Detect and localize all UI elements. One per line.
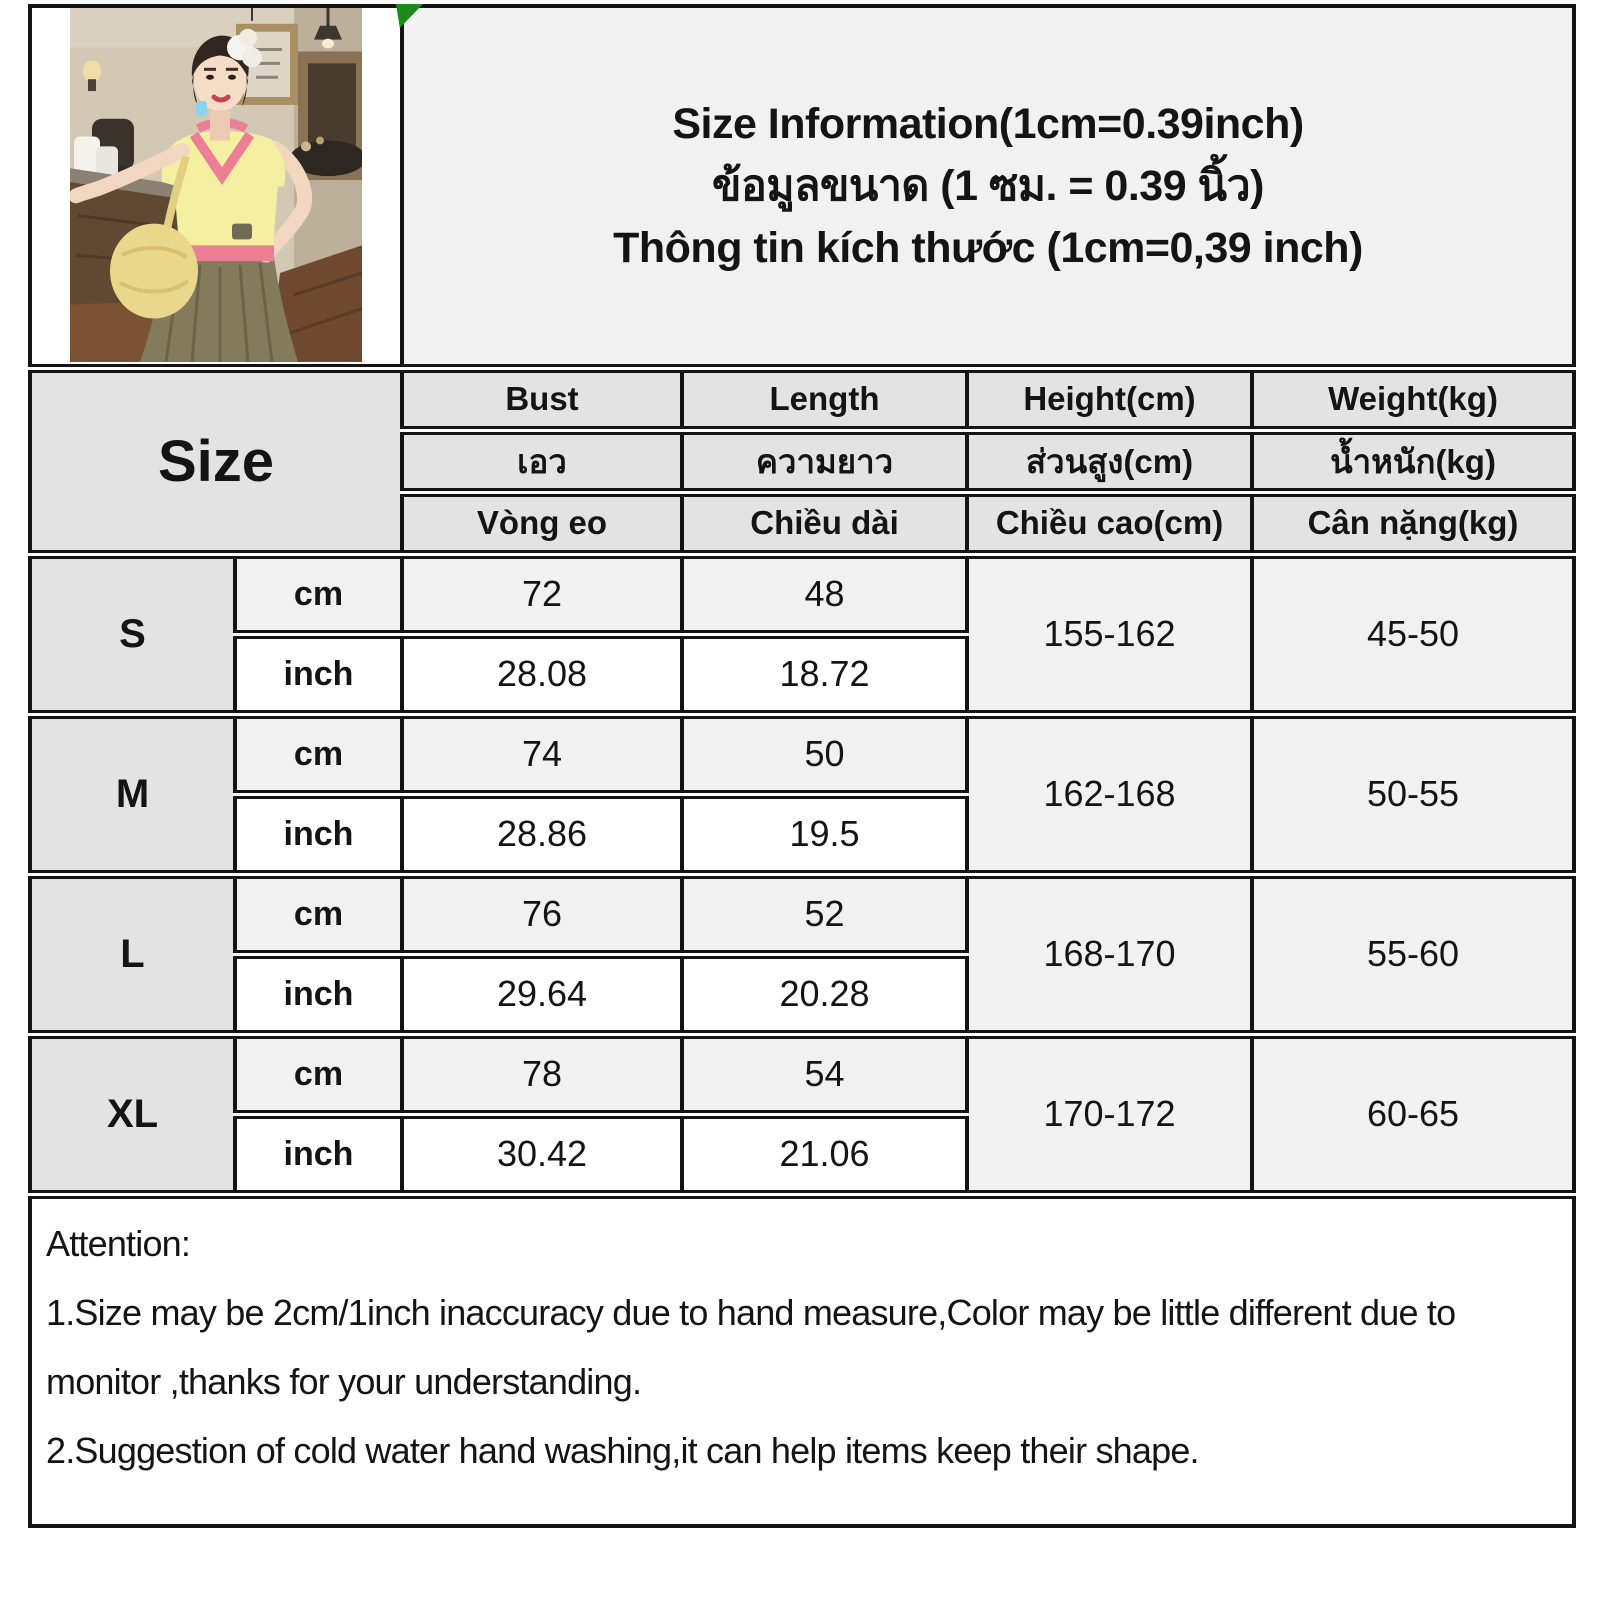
height-xl: 170-172 [965,1029,1254,1196]
model-face [194,51,246,111]
attention-heading: Attention: [46,1222,191,1264]
product-photo-cell [28,4,404,370]
bust-inch-m: 28.86 [400,789,684,876]
col-header-length-vi: Chiều dài [680,487,969,556]
counter-top [70,168,188,200]
eye [228,74,236,80]
model-right-arm [70,142,190,204]
length-inch-l: 20.28 [680,949,969,1036]
length-cm-s: 48 [680,549,969,636]
length-inch-m: 19.5 [680,789,969,876]
model-neck [210,110,230,141]
shirt-sleeve-right [258,140,286,190]
height-s: 155-162 [965,549,1254,716]
sconce-light-icon [83,60,101,83]
bust-cm-m: 74 [400,709,684,796]
model-photo-illustration [70,10,362,362]
shirt-print [232,223,252,240]
bust-inch-xl: 30.42 [400,1109,684,1196]
title-cell: Size Information(1cm=0.39inch) ข้อมูลขนา… [400,4,1576,370]
blue-earring [196,100,207,116]
attention-item-1: 1.Size may be 2cm/1inch inaccuracy due t… [46,1291,1456,1402]
attention-box: Attention: 1.Size may be 2cm/1inch inacc… [28,1189,1576,1528]
unit-cm-l: cm [233,869,404,956]
col-header-height-th: ส่วนสูง(cm) [965,425,1254,494]
title-th: ข้อมูลขนาด (1 ซม. = 0.39 นิ้ว) [712,161,1264,210]
height-l: 168-170 [965,869,1254,1036]
unit-inch-xl: inch [233,1109,404,1196]
eye [206,74,214,80]
unit-cm-s: cm [233,549,404,636]
counter-bottles [74,136,100,175]
length-cm-l: 52 [680,869,969,956]
bust-cm-s: 72 [400,549,684,636]
col-header-weight-en: Weight(kg) [1250,363,1576,432]
col-header-height-vi: Chiều cao(cm) [965,487,1254,556]
col-header-height-en: Height(cm) [965,363,1254,432]
size-chart-sheet: Size Information(1cm=0.39inch) ข้อมูลขนา… [28,4,1576,1528]
model-photo [70,10,362,362]
title-vi: Thông tin kích thước (1cm=0,39 inch) [613,223,1363,272]
model-left-arm [258,140,313,263]
col-header-length-en: Length [680,363,969,432]
v-neck-trim [189,131,255,186]
length-cm-xl: 54 [680,1029,969,1116]
size-label-l: L [28,869,237,1036]
col-header-bust-th: เอว [400,425,684,494]
unit-cm-m: cm [233,709,404,796]
weight-l: 55-60 [1250,869,1576,1036]
bust-inch-l: 29.64 [400,949,684,1036]
height-m: 162-168 [965,709,1254,876]
col-header-bust-vi: Vòng eo [400,487,684,556]
col-header-length-th: ความยาว [680,425,969,494]
bust-inch-s: 28.08 [400,629,684,716]
model-shirt [172,131,280,258]
title-en: Size Information(1cm=0.39inch) [672,99,1304,148]
weight-s: 45-50 [1250,549,1576,716]
col-header-weight-vi: Cân nặng(kg) [1250,487,1576,556]
unit-inch-l: inch [233,949,404,1036]
length-inch-xl: 21.06 [680,1109,969,1196]
col-header-bust-en: Bust [400,363,684,432]
length-cm-m: 50 [680,709,969,796]
bust-cm-l: 76 [400,869,684,956]
size-label-m: M [28,709,237,876]
attention-item-2: 2.Suggestion of cold water hand washing,… [46,1429,1200,1471]
pendant-lamp-icon [314,25,342,40]
shoulder-bag [110,223,198,319]
length-inch-s: 18.72 [680,629,969,716]
shirt-hem-trim [178,245,274,262]
lips [211,94,231,103]
size-table: Size Information(1cm=0.39inch) ข้อมูลขนา… [28,4,1576,1528]
size-header: Size [28,363,404,556]
col-header-weight-th: น้ำหนัก(kg) [1250,425,1576,494]
size-label-xl: XL [28,1029,237,1196]
unit-cm-xl: cm [233,1029,404,1116]
size-label-s: S [28,549,237,716]
weight-m: 50-55 [1250,709,1576,876]
weight-xl: 60-65 [1250,1029,1576,1196]
unit-inch-m: inch [233,789,404,876]
bust-cm-xl: 78 [400,1029,684,1116]
unit-inch-s: inch [233,629,404,716]
